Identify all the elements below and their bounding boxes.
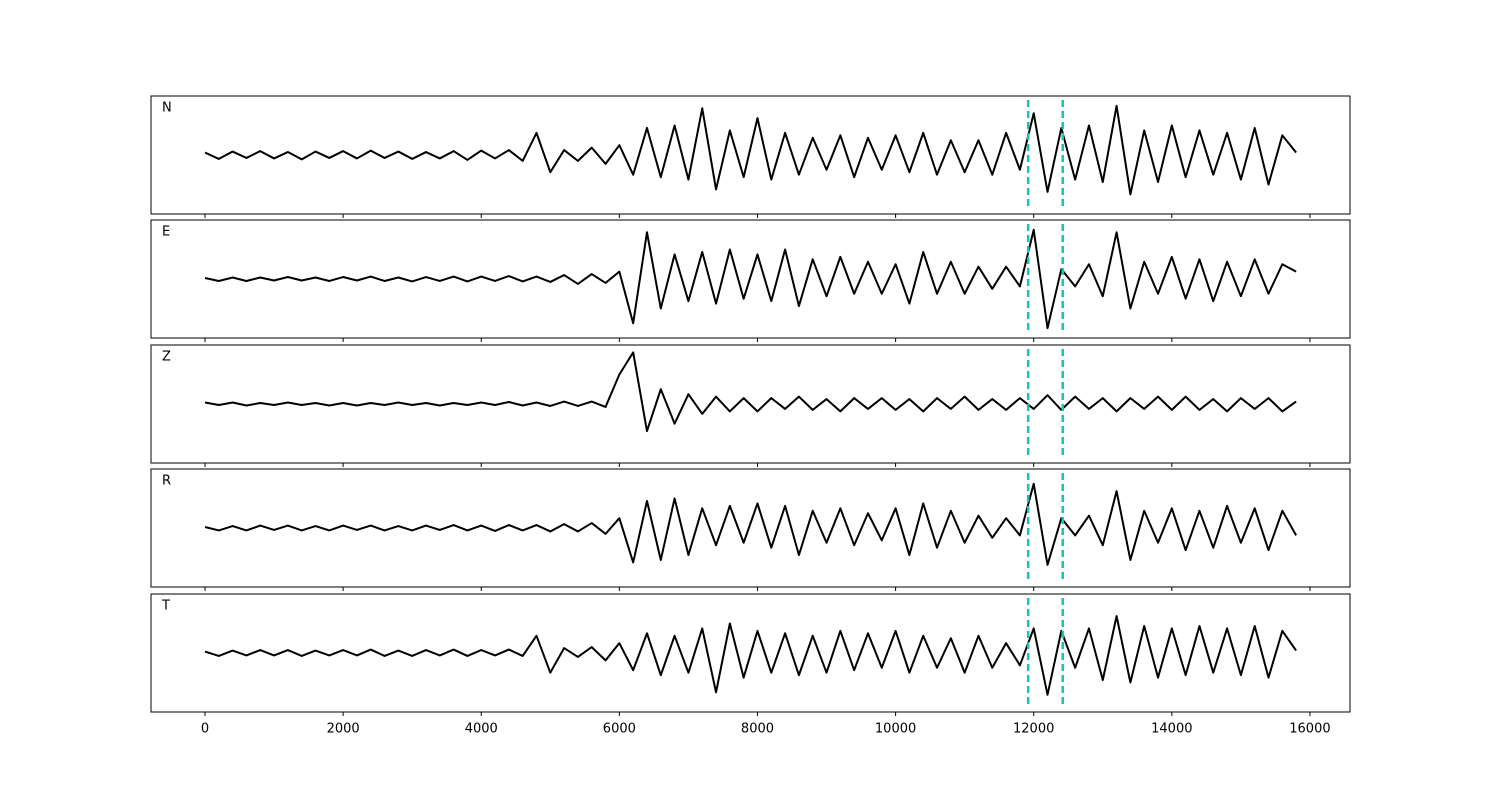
trace-label: Z xyxy=(162,350,171,365)
trace-label: N xyxy=(162,101,172,116)
x-tick-label: 4000 xyxy=(465,722,498,737)
panel-frame xyxy=(150,593,1351,713)
x-tick-label: 16000 xyxy=(1289,722,1330,737)
trace xyxy=(204,104,1297,196)
trace-label: R xyxy=(162,474,171,489)
x-tick-label: 14000 xyxy=(1151,722,1192,737)
panel-frame xyxy=(150,468,1351,588)
x-tick-label: 10000 xyxy=(875,722,916,737)
x-tick-label: 8000 xyxy=(741,722,774,737)
x-tick-label: 2000 xyxy=(327,722,360,737)
x-tick-label: 6000 xyxy=(603,722,636,737)
panel-frame xyxy=(150,219,1351,339)
trace-label: T xyxy=(161,599,170,614)
panel-frame xyxy=(150,95,1351,215)
x-tick-label: 12000 xyxy=(1013,722,1054,737)
panel-frame xyxy=(150,344,1351,464)
trace-label: E xyxy=(162,225,170,240)
x-tick-label: 0 xyxy=(201,722,209,737)
trace xyxy=(204,482,1298,566)
trace xyxy=(204,615,1297,696)
trace xyxy=(204,351,1297,433)
trace xyxy=(204,228,1297,330)
